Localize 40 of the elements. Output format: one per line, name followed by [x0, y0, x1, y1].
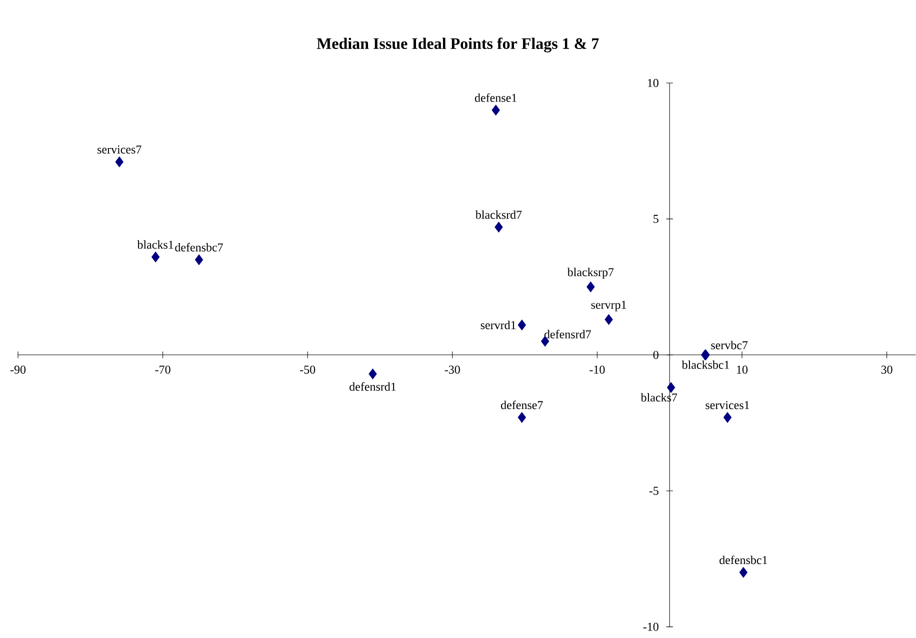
series-label: defensrd7 [544, 330, 591, 338]
series-label: defense1 [474, 93, 516, 102]
point [115, 156, 124, 168]
x-tick-label: -50 [300, 366, 316, 374]
y-tick-label: -10 [643, 622, 658, 631]
x-tick-label: -10 [590, 366, 605, 374]
point [494, 222, 503, 233]
x-tick-label: -30 [444, 366, 460, 374]
x-tick-label: -70 [155, 366, 170, 374]
series-label: defense7 [501, 400, 543, 410]
series-label: services1 [706, 401, 750, 410]
series-label: defensbc1 [720, 556, 768, 564]
x-tick-label: 10 [737, 366, 748, 374]
point [604, 314, 613, 325]
point [151, 252, 160, 262]
y-tick-label: 10 [648, 79, 658, 88]
chart-title: Median Issue Ideal Points for Flags 1 & 7 [316, 38, 599, 52]
series-label: services7 [98, 146, 142, 154]
point [518, 412, 526, 423]
y-tick-label: 5 [654, 215, 658, 224]
series-label: defensrd1 [350, 382, 396, 391]
series-label: servrp1 [591, 300, 626, 312]
point [492, 104, 500, 116]
point [723, 412, 732, 423]
x-tick-label: 30 [881, 366, 892, 374]
series-label: servbc7 [711, 340, 748, 350]
series-label: blacks1 [137, 240, 174, 249]
series-label: blacksrd7 [475, 210, 522, 219]
y-tick-label: -5 [649, 486, 658, 495]
point [666, 382, 676, 393]
point [586, 282, 595, 292]
point [194, 254, 204, 266]
point [368, 368, 377, 380]
series-label: blacksrp7 [567, 268, 614, 279]
series-label: defensbc7 [175, 242, 223, 252]
point [518, 320, 526, 330]
point [739, 567, 748, 578]
series-label: servrd1 [480, 320, 516, 330]
x-tick-label: -90 [10, 366, 26, 374]
series-label: blacksbc1 [682, 360, 730, 370]
